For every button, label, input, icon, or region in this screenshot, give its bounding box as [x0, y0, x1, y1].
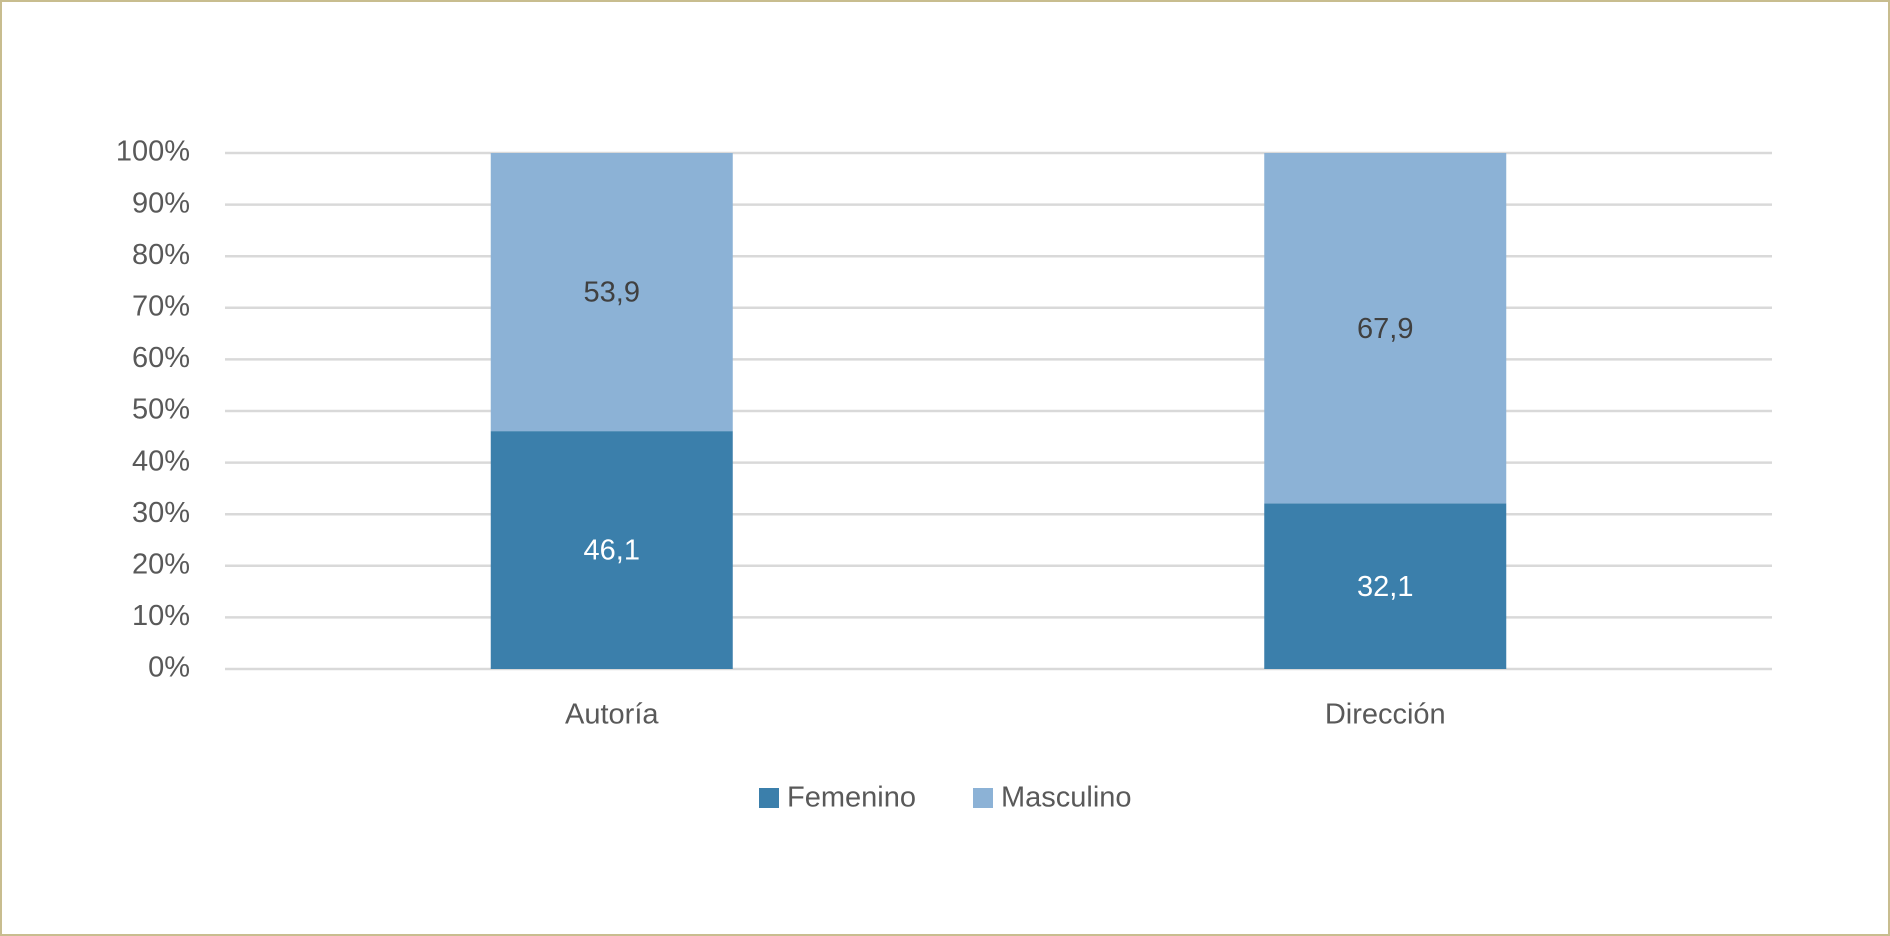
- bar-segment: [1264, 503, 1507, 669]
- bar-segment: [490, 431, 733, 669]
- legend-label: Femenino: [787, 782, 916, 814]
- y-tick-label: 90%: [132, 187, 190, 219]
- y-tick-label: 50%: [132, 394, 190, 426]
- legend-label: Masculino: [1001, 782, 1132, 814]
- bar-segment: [1264, 153, 1507, 504]
- value-label: 53,9: [584, 277, 640, 309]
- bar-segment: [490, 153, 733, 432]
- y-tick-label: 30%: [132, 497, 190, 529]
- y-tick-label: 100%: [116, 136, 190, 168]
- value-label: 67,9: [1357, 313, 1413, 345]
- y-tick-label: 60%: [132, 342, 190, 374]
- y-tick-label: 80%: [132, 239, 190, 271]
- y-tick-label: 20%: [132, 548, 190, 580]
- x-tick-label: Dirección: [1325, 699, 1446, 731]
- legend-swatch: [759, 788, 779, 808]
- value-label: 46,1: [584, 535, 640, 567]
- value-label: 32,1: [1357, 571, 1413, 603]
- y-tick-label: 40%: [132, 445, 190, 477]
- y-tick-label: 70%: [132, 290, 190, 322]
- legend-swatch: [973, 788, 993, 808]
- y-tick-label: 0%: [148, 652, 190, 684]
- x-tick-label: Autoría: [565, 699, 659, 731]
- y-tick-label: 10%: [132, 600, 190, 632]
